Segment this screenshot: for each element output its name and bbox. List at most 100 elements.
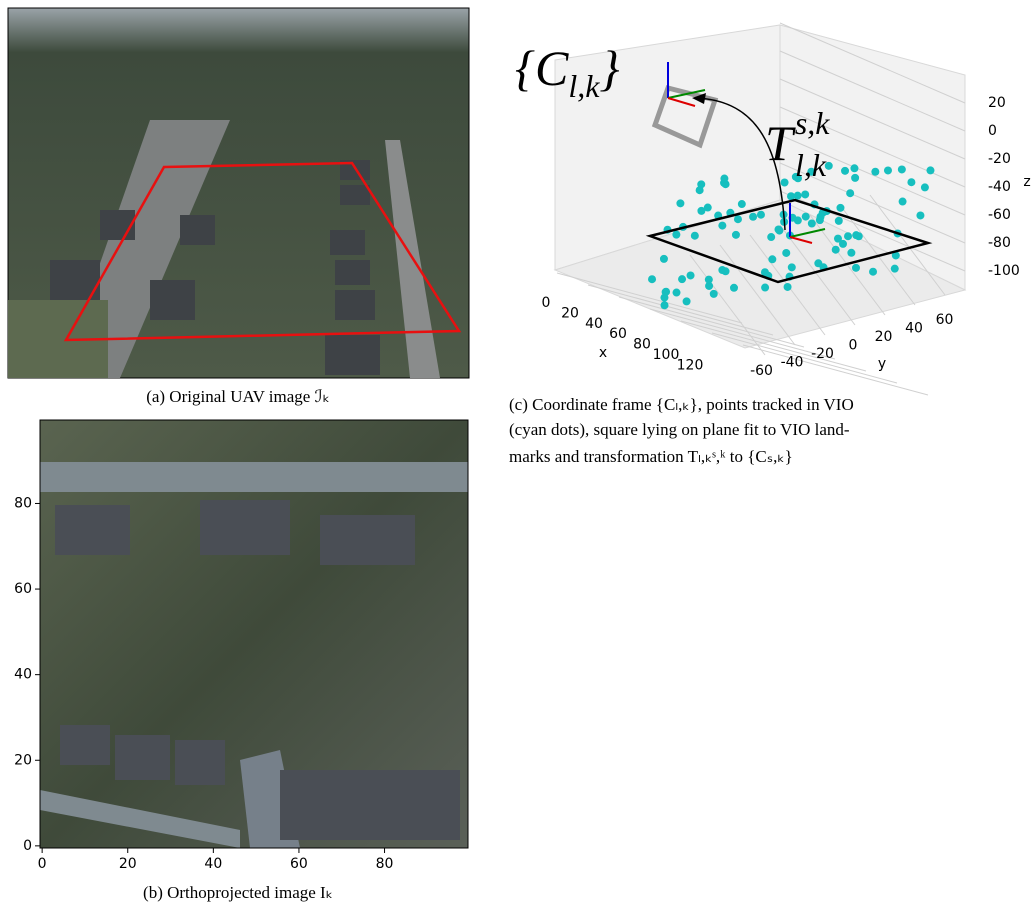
uav-image bbox=[8, 8, 469, 378]
vio-point bbox=[648, 275, 656, 283]
vio-point bbox=[907, 178, 915, 186]
vio-point bbox=[761, 284, 769, 292]
caption: (b) Orthoprojected image Iₖ bbox=[143, 883, 333, 902]
x-tick-label: 0 bbox=[38, 856, 47, 872]
vio-point bbox=[710, 290, 718, 298]
vio-point bbox=[839, 240, 847, 248]
vio-point bbox=[841, 167, 849, 175]
vio-point bbox=[767, 233, 775, 241]
vio-point bbox=[730, 284, 738, 292]
vio-point bbox=[851, 174, 859, 182]
vio-point bbox=[720, 175, 728, 183]
vio-point bbox=[774, 225, 782, 233]
caption: (c) Coordinate frame {Cₗ,ₖ}, points trac… bbox=[509, 395, 854, 414]
frame-label-base: {C bbox=[515, 40, 569, 96]
z-tick-label: 0 bbox=[988, 123, 997, 139]
vio-point bbox=[662, 288, 670, 296]
y-tick-label: 0 bbox=[23, 838, 32, 854]
transform-label-sub: l,k bbox=[795, 147, 827, 183]
vio-point bbox=[691, 232, 699, 240]
grid-line bbox=[712, 333, 897, 383]
page: (a) Original UAV image ℐₖ (b) Orthoproje… bbox=[0, 0, 1033, 913]
vio-point bbox=[738, 200, 746, 208]
vio-point bbox=[749, 213, 757, 221]
figure: (a) Original UAV image ℐₖ (b) Orthoproje… bbox=[0, 0, 1033, 913]
vio-point bbox=[687, 271, 695, 279]
z-tick-label: -80 bbox=[988, 235, 1011, 251]
axis-label: z bbox=[1023, 174, 1030, 190]
vio-point bbox=[678, 275, 686, 283]
vio-point bbox=[835, 217, 843, 225]
vio-point bbox=[844, 232, 852, 240]
vio-point bbox=[788, 263, 796, 271]
y-tick-label: 60 bbox=[14, 581, 32, 597]
vio-point bbox=[794, 192, 802, 200]
z-tick-label: 20 bbox=[988, 95, 1006, 111]
vio-point bbox=[832, 246, 840, 254]
vio-point bbox=[871, 168, 879, 176]
frame-label-sub: l,k bbox=[568, 68, 600, 104]
z-tick-label: -40 bbox=[988, 179, 1011, 195]
vio-point bbox=[676, 199, 684, 207]
transform-label-base: T bbox=[765, 115, 796, 171]
x-tick-label: 100 bbox=[653, 347, 680, 363]
vio-point bbox=[683, 297, 691, 305]
x-tick-label: 0 bbox=[542, 295, 551, 311]
y-tick-label: 0 bbox=[849, 338, 858, 354]
y-tick-label: 40 bbox=[905, 321, 923, 337]
vio-point bbox=[704, 204, 712, 212]
vio-point bbox=[696, 186, 704, 194]
vio-point bbox=[732, 231, 740, 239]
z-tick-label: -100 bbox=[988, 263, 1020, 279]
vio-point bbox=[916, 211, 924, 219]
vio-point bbox=[718, 222, 726, 230]
x-tick-label: 20 bbox=[119, 856, 137, 872]
vio-point bbox=[802, 213, 810, 221]
frame-label-close: } bbox=[599, 40, 619, 96]
vio-point bbox=[757, 211, 765, 219]
x-tick-label: 40 bbox=[204, 856, 222, 872]
x-tick-label: 120 bbox=[677, 357, 704, 373]
vio-point bbox=[673, 289, 681, 297]
vio-point bbox=[768, 255, 776, 263]
vio-point bbox=[850, 164, 858, 172]
vio-point bbox=[884, 166, 892, 174]
y-tick-label: -60 bbox=[750, 363, 773, 379]
caption: (cyan dots), square lying on plane fit t… bbox=[509, 420, 850, 439]
vio-point bbox=[852, 231, 860, 239]
vio-point bbox=[672, 231, 680, 239]
vio-point bbox=[869, 268, 877, 276]
caption: marks and transformation Tₗ,ₖˢ,ᵏ to {Cₛ,… bbox=[509, 447, 793, 466]
z-tick-label: -20 bbox=[988, 151, 1011, 167]
vio-point bbox=[891, 265, 899, 273]
vio-point bbox=[782, 249, 790, 257]
vio-point bbox=[921, 183, 929, 191]
y-tick-label: 60 bbox=[936, 312, 954, 328]
x-tick-label: 80 bbox=[376, 856, 394, 872]
vio-point bbox=[836, 204, 844, 212]
ortho-image bbox=[40, 420, 468, 848]
y-tick-label: 80 bbox=[14, 495, 32, 511]
vio-point bbox=[734, 215, 742, 223]
vio-point bbox=[705, 276, 713, 284]
x-tick-label: 80 bbox=[633, 337, 651, 353]
y-tick-label: 40 bbox=[14, 667, 32, 683]
vio-point bbox=[846, 189, 854, 197]
vio-point bbox=[899, 198, 907, 206]
vio-point bbox=[784, 283, 792, 291]
y-tick-label: 20 bbox=[875, 329, 893, 345]
x-tick-label: 40 bbox=[585, 316, 603, 332]
transform-label-sup: s,k bbox=[795, 105, 830, 141]
vio-point bbox=[898, 165, 906, 173]
z-tick-label: -60 bbox=[988, 207, 1011, 223]
frame-label: {Cl,k} bbox=[515, 40, 619, 104]
caption: (a) Original UAV image ℐₖ bbox=[146, 387, 330, 406]
x-tick-label: 20 bbox=[561, 305, 579, 321]
vio-point bbox=[808, 219, 816, 227]
vio-point bbox=[781, 178, 789, 186]
vio-point bbox=[847, 249, 855, 257]
axis-label: x bbox=[599, 345, 607, 361]
x-tick-label: 60 bbox=[609, 326, 627, 342]
vio-point bbox=[718, 266, 726, 274]
y-tick-label: 20 bbox=[14, 752, 32, 768]
